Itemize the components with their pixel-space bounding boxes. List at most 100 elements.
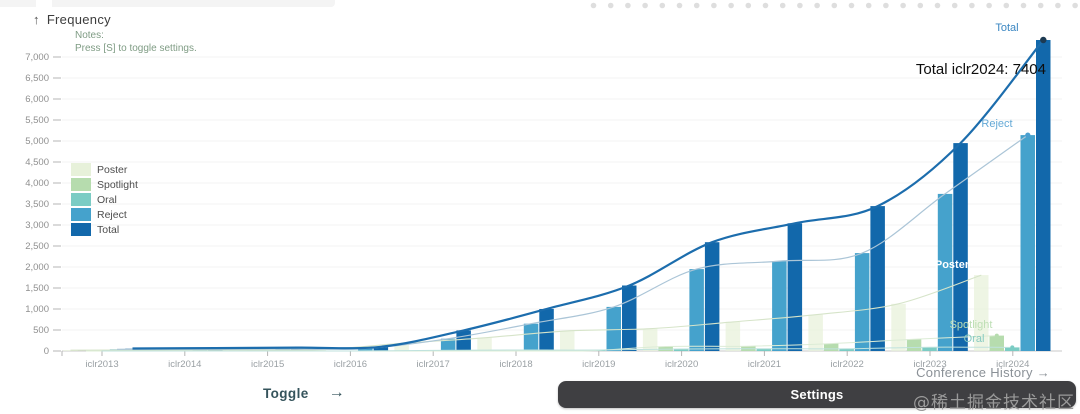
- svg-text:iclr2024: iclr2024: [996, 359, 1029, 370]
- up-arrow-icon: ↑: [33, 12, 40, 27]
- bar-spotlight-iclr2024: [989, 335, 1004, 351]
- series-label-poster: Poster: [935, 259, 970, 271]
- line-poster: [70, 274, 982, 351]
- bar-reject-iclr2024: [1020, 135, 1035, 351]
- bar-total-iclr2024: [1036, 40, 1051, 351]
- right-arrow-icon: →: [328, 384, 346, 401]
- bar-spotlight-iclr2022: [823, 343, 839, 351]
- svg-text:5,000: 5,000: [25, 136, 49, 147]
- bars-layer: [63, 40, 1051, 352]
- svg-text:0: 0: [44, 346, 49, 357]
- bar-poster-iclr2014: [146, 349, 161, 351]
- bar-poster-iclr2015: [228, 349, 244, 351]
- legend-item-spotlight[interactable]: Spotlight: [71, 178, 138, 191]
- legend-label-oral: Oral: [97, 193, 117, 206]
- y-axis: 0 500 1,000 1,500 2,000 2,500 3,000 3,500 4,000 4…: [25, 52, 61, 357]
- series-labels: Poster Spotlight Oral Reject Total: [935, 22, 1019, 345]
- bar-poster-iclr2023: [891, 303, 906, 352]
- svg-text:1,500: 1,500: [25, 283, 49, 294]
- line-reject: [116, 134, 1029, 350]
- svg-text:3,500: 3,500: [25, 199, 49, 210]
- legend-item-total[interactable]: Total: [71, 223, 138, 236]
- svg-text:iclr2017: iclr2017: [417, 359, 450, 370]
- bar-poster-iclr2021: [725, 321, 741, 351]
- line-oral: [101, 346, 1013, 352]
- legend-swatch-oral: [71, 193, 91, 206]
- bar-reject-iclr2018: [523, 323, 539, 351]
- svg-text:iclr2016: iclr2016: [334, 359, 367, 370]
- watermark: @稀土掘金技术社区: [913, 393, 1075, 413]
- svg-text:1,000: 1,000: [25, 304, 49, 315]
- legend-swatch-poster: [71, 163, 91, 176]
- svg-text:2,000: 2,000: [25, 262, 49, 273]
- trend-lines: [70, 36, 1047, 352]
- legend-label-total: Total: [97, 223, 120, 236]
- legend-item-reject[interactable]: Reject: [71, 208, 138, 221]
- bar-reject-iclr2022: [854, 253, 870, 351]
- svg-text:500: 500: [33, 325, 49, 336]
- bar-total-iclr2019: [622, 285, 637, 351]
- svg-text:iclr2020: iclr2020: [665, 359, 698, 370]
- gridlines: [62, 56, 1062, 331]
- bar-total-iclr2021: [787, 223, 803, 351]
- bar-poster-iclr2022: [808, 314, 823, 351]
- svg-text:iclr2015: iclr2015: [251, 359, 284, 370]
- series-label-total: Total: [995, 22, 1018, 34]
- bar-reject-iclr2023: [937, 193, 953, 351]
- svg-text:7,000: 7,000: [25, 52, 49, 63]
- legend-swatch-reject: [71, 208, 91, 221]
- bar-oral-iclr2020: [673, 349, 689, 351]
- legend-label-poster: Poster: [97, 163, 128, 176]
- legend-label-reject: Reject: [97, 208, 127, 221]
- bar-total-iclr2023: [953, 143, 968, 351]
- bar-poster-iclr2016: [311, 349, 327, 351]
- svg-text:iclr2014: iclr2014: [168, 359, 201, 370]
- svg-text:3,000: 3,000: [25, 220, 49, 231]
- x-axis: iclr2013 iclr2014 iclr2015 iclr2016 iclr2017…: [61, 350, 1062, 370]
- bar-poster-iclr2020: [642, 328, 658, 351]
- legend-item-poster[interactable]: Poster: [71, 163, 138, 176]
- bar-poster-iclr2024: [974, 275, 989, 351]
- svg-text:2,500: 2,500: [25, 241, 49, 252]
- legend-swatch-total: [71, 223, 91, 236]
- notes-heading: Notes:: [75, 30, 104, 41]
- window-edge: [0, 0, 335, 7]
- conference-history-link[interactable]: Conference History →: [916, 365, 1050, 380]
- legend-swatch-spotlight: [71, 178, 91, 191]
- line-end-dot-spotlight: [994, 333, 999, 338]
- svg-text:5,500: 5,500: [25, 115, 49, 126]
- bar-oral-iclr2023: [922, 347, 937, 351]
- svg-text:iclr2021: iclr2021: [748, 359, 781, 370]
- svg-text:iclr2023: iclr2023: [913, 359, 946, 370]
- bar-oral-iclr2021: [756, 348, 772, 351]
- svg-text:iclr2019: iclr2019: [582, 359, 615, 370]
- bar-reject-iclr2020: [689, 269, 704, 351]
- bar-spotlight-iclr2023: [906, 339, 922, 351]
- bar-poster-iclr2017: [394, 343, 409, 351]
- bar-oral-iclr2022: [839, 348, 854, 351]
- chart-title: ↑ Frequency: [33, 12, 111, 27]
- bar-reject-iclr2017: [440, 338, 456, 351]
- bar-total-iclr2022: [870, 206, 885, 351]
- svg-text:iclr2022: iclr2022: [831, 359, 864, 370]
- bar-reject-iclr2021: [772, 261, 787, 351]
- settings-label: Settings: [790, 387, 844, 402]
- settings-button[interactable]: Settings: [558, 381, 1076, 408]
- toggle-button[interactable]: Toggle →: [263, 384, 345, 402]
- line-end-dot-oral: [1010, 345, 1015, 350]
- line-total: [132, 39, 1045, 350]
- chart-legend: Poster Spotlight Oral Reject Total: [71, 163, 138, 238]
- bar-total-iclr2018: [539, 309, 554, 351]
- window-edge-notch: [36, 0, 52, 7]
- series-label-oral: Oral: [964, 333, 985, 345]
- chart-title-text: Frequency: [46, 12, 111, 27]
- legend-label-spotlight: Spotlight: [97, 178, 138, 191]
- legend-item-oral[interactable]: Oral: [71, 193, 138, 206]
- toggle-label: Toggle: [263, 385, 309, 401]
- bar-poster-iclr2019: [560, 330, 575, 351]
- bar-total-iclr2017: [456, 330, 471, 351]
- bar-poster-iclr2018: [477, 337, 492, 351]
- svg-text:4,000: 4,000: [25, 178, 49, 189]
